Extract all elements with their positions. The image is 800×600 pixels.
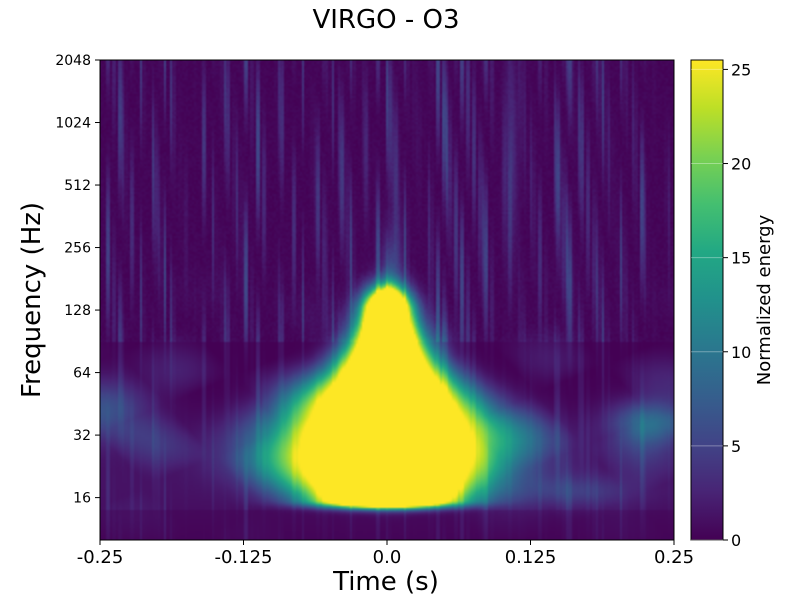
colorbar-tick-label: 0	[731, 531, 741, 550]
y-axis-label: Frequency (Hz)	[17, 202, 47, 398]
x-axis-label: Time (s)	[332, 567, 439, 597]
x-tick-label: -0.125	[214, 547, 272, 568]
x-axis: -0.25 -0.125 0.0 0.125 0.25	[77, 540, 694, 568]
y-tick-label: 1024	[55, 116, 91, 132]
x-tick-label: 0.125	[505, 547, 557, 568]
y-tick-label: 256	[64, 241, 91, 257]
colorbar-label: Normalized energy	[754, 214, 775, 385]
colorbar-tick-label: 10	[731, 343, 751, 362]
y-tick-label: 32	[73, 428, 91, 444]
colorbar-tick-label: 15	[731, 249, 751, 268]
y-axis: 16 32 64 128 256 512 1024 2048	[55, 53, 100, 507]
y-tick-label: 16	[73, 491, 91, 507]
colorbar	[690, 59, 724, 541]
x-tick-label: 0.0	[373, 547, 402, 568]
colorbar-axis: 0 5 10 15 20 25	[691, 60, 751, 550]
x-tick-label: -0.25	[77, 547, 124, 568]
y-tick-label: 2048	[55, 53, 91, 69]
x-tick-label: 0.25	[654, 547, 694, 568]
y-tick-label: 64	[73, 366, 91, 382]
y-tick-label: 512	[64, 178, 91, 194]
chart-title: VIRGO - O3	[312, 5, 459, 35]
colorbar-tick-label: 25	[731, 60, 751, 79]
spectrogram-heatmap	[100, 60, 674, 540]
colorbar-tick-label: 20	[731, 155, 751, 174]
colorbar-tick-label: 5	[731, 437, 741, 456]
y-tick-label: 128	[64, 303, 91, 319]
